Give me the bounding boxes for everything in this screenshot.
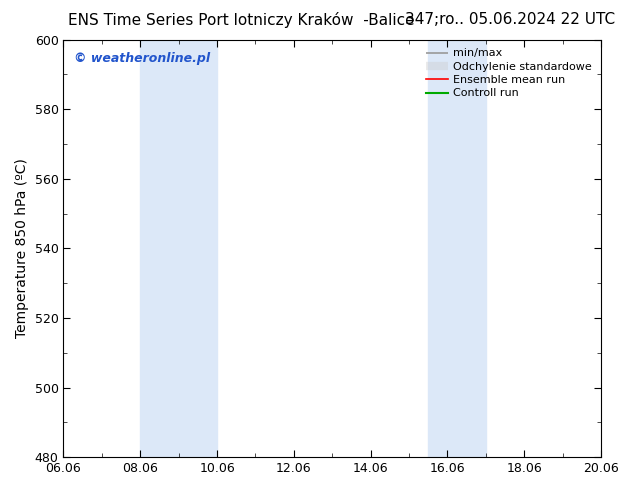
Bar: [429, 40, 486, 457]
Legend: min/max, Odchylenie standardowe, Ensemble mean run, Controll run: min/max, Odchylenie standardowe, Ensembl…: [422, 45, 595, 102]
Bar: [140, 40, 217, 457]
Text: 347;ro.. 05.06.2024 22 UTC: 347;ro.. 05.06.2024 22 UTC: [405, 12, 615, 27]
Y-axis label: Temperature 850 hPa (ºC): Temperature 850 hPa (ºC): [15, 158, 29, 338]
Text: ENS Time Series Port lotniczy Kraków  -Balice: ENS Time Series Port lotniczy Kraków -Ba…: [68, 12, 414, 28]
Text: © weatheronline.pl: © weatheronline.pl: [74, 52, 210, 65]
